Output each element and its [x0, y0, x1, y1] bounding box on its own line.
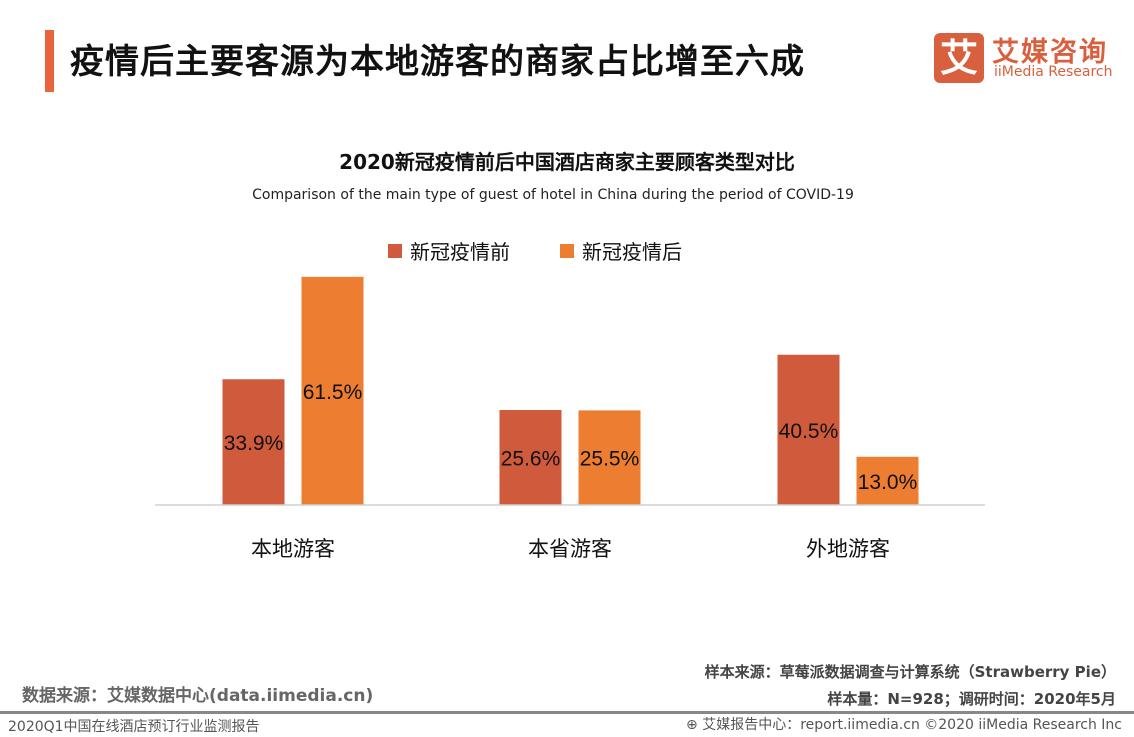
category-label: 外地游客 [806, 537, 890, 561]
data-label: 13.0% [858, 471, 918, 494]
data-source: 数据来源：艾媒数据中心(data.iimedia.cn) [22, 686, 374, 706]
bar [499, 410, 562, 505]
chart-subtitle: Comparison of the main type of guest of … [252, 187, 854, 203]
legend-swatch [560, 243, 574, 258]
iimedia-logo-icon: 艾 [934, 33, 984, 83]
chart-title: 2020新冠疫情前后中国酒店商家主要顾客类型对比 [339, 150, 795, 174]
data-label: 25.6% [501, 448, 561, 471]
data-label: 25.5% [580, 448, 640, 471]
legend-swatch [388, 243, 402, 258]
data-label: 33.9% [224, 432, 284, 455]
legend-item-after: 新冠疫情后 [560, 236, 682, 265]
sample-source: 样本来源：草莓派数据调查与计算系统（Strawberry Pie） [704, 663, 1116, 681]
data-label: 61.5% [303, 381, 363, 404]
report-center: ⊕ 艾媒报告中心：report.iimedia.cn ©2020 iiMedia… [686, 714, 1122, 734]
data-label: 40.5% [779, 420, 839, 443]
logo-text-cn: 艾媒咨询 [992, 37, 1108, 68]
category-label: 本地游客 [251, 537, 335, 561]
bar [301, 276, 364, 505]
bar [578, 410, 641, 505]
legend-label: 新冠疫情后 [582, 240, 682, 264]
globe-icon: ⊕ [686, 717, 703, 733]
report-center-text: 艾媒报告中心：report.iimedia.cn ©2020 iiMedia R… [702, 717, 1122, 733]
legend-label: 新冠疫情前 [410, 240, 510, 264]
bar [856, 456, 919, 505]
sample-info: 样本量：N=928；调研时间：2020年5月 [827, 690, 1116, 708]
logo-text-en: iiMedia Research [994, 64, 1113, 80]
category-label: 本省游客 [528, 537, 612, 561]
page-title: 疫情后主要客源为本地游客的商家占比增至六成 [70, 42, 805, 82]
bar [222, 379, 285, 505]
footer-divider [0, 711, 1134, 714]
bar [777, 354, 840, 505]
title-accent-bar [45, 30, 54, 92]
legend-item-before: 新冠疫情前 [388, 236, 510, 265]
report-name: 2020Q1中国在线酒店预订行业监测报告 [8, 719, 260, 735]
